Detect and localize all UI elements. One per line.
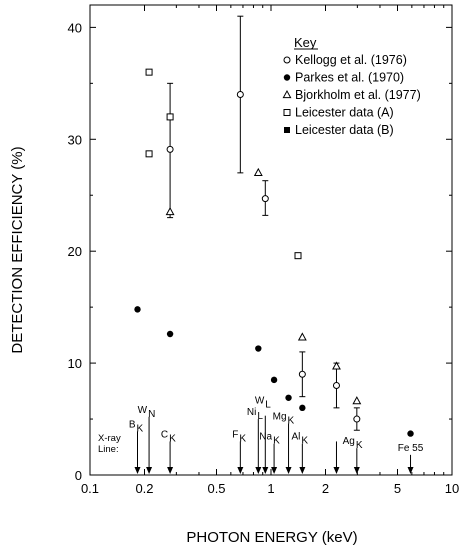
legend-marker	[283, 109, 291, 116]
data-marks	[134, 15, 414, 437]
y-tick-label: 10	[68, 356, 82, 371]
xray-arrowhead	[407, 467, 414, 474]
legend-marker	[283, 74, 291, 81]
xray-arrowhead	[299, 467, 306, 474]
legend-marker	[283, 56, 291, 64]
x-tick-label: 0.2	[135, 481, 153, 496]
xray-label-sub: K	[288, 416, 295, 427]
data-point	[236, 91, 244, 99]
axes: 0.1 0.2 0.5 1 2 5 10 0 10 20 30 40	[68, 4, 459, 496]
xray-arrowhead	[255, 467, 262, 474]
xray-arrowhead	[285, 467, 292, 474]
xray-arrowhead	[134, 467, 141, 474]
y-tick-label: 40	[68, 20, 82, 35]
data-point	[253, 167, 263, 176]
legend-title: Key	[294, 35, 317, 50]
x-tick-label: 2	[322, 481, 329, 496]
data-point	[353, 415, 361, 423]
xray-label: Mg	[273, 412, 287, 423]
xray-arrowhead	[262, 467, 269, 474]
xray-label-sub: K	[137, 423, 144, 434]
legend: Key Kellogg et al. (1976) Parkes et al. (1…	[282, 35, 421, 137]
data-point	[134, 306, 141, 313]
data-point	[145, 150, 153, 158]
legend-entry: Kellogg et al. (1976)	[295, 53, 407, 67]
data-point	[145, 68, 153, 76]
data-point	[332, 361, 341, 370]
y-tick-label: 30	[68, 132, 82, 147]
xray-label: W	[138, 405, 148, 416]
legend-entry: Leicester data (A)	[295, 106, 394, 120]
legend-entry: Bjorkholm et al. (1977)	[295, 88, 421, 102]
xray-label-sub: N	[148, 409, 155, 420]
xray-label-sub: K	[169, 433, 176, 444]
xray-label: Ni	[247, 407, 256, 418]
data-point	[166, 145, 174, 153]
legend-marker	[284, 127, 290, 133]
data-point	[166, 113, 174, 121]
data-point	[299, 404, 306, 412]
data-point	[407, 430, 414, 437]
x-tick-label: 10	[445, 481, 459, 496]
xray-label: W	[255, 396, 265, 407]
x-axis-label: PHOTON ENERGY (keV)	[186, 529, 357, 546]
xray-label: C	[161, 429, 168, 440]
xray-label-sub: L	[265, 400, 271, 411]
xray-arrowhead	[353, 467, 360, 474]
data-point	[332, 381, 340, 389]
xray-arrowhead	[271, 467, 278, 474]
legend-entry: Leicester data (B)	[295, 123, 394, 137]
y-tick-label: 0	[75, 468, 82, 483]
y-tick-label: 20	[68, 244, 82, 259]
legend-entry: Parkes et al. (1970)	[295, 71, 404, 85]
xray-label-sub: K	[301, 436, 308, 447]
data-point	[294, 252, 302, 260]
xray-title: X-ray	[98, 433, 121, 444]
xray-label: Na	[259, 432, 272, 443]
xray-label: Ag	[343, 436, 355, 447]
xray-label: F	[232, 429, 238, 440]
legend-marker	[282, 89, 292, 99]
xray-arrowhead	[167, 467, 174, 474]
xray-title: Line:	[98, 444, 119, 455]
xray-label-sub: K	[273, 436, 280, 447]
data-point	[297, 332, 307, 341]
xray-arrowhead	[237, 467, 244, 474]
xray-label-sub: K	[356, 440, 363, 451]
x-tick-label: 0.5	[207, 481, 225, 496]
x-tick-label: 5	[394, 481, 401, 496]
data-point	[166, 330, 174, 338]
xray-label: Al	[291, 432, 300, 443]
x-tick-label: 0.1	[81, 481, 99, 496]
data-point	[285, 394, 292, 401]
xray-label: B	[129, 419, 136, 430]
xray-label-sub: K	[239, 433, 246, 444]
data-point	[255, 345, 262, 352]
data-point	[261, 195, 269, 203]
data-point	[352, 396, 362, 405]
data-point	[165, 206, 175, 216]
xray-arrowhead	[333, 467, 340, 474]
xray-label-sub: L	[257, 411, 263, 422]
xray-label: Fe 55	[398, 443, 424, 454]
data-point	[270, 376, 278, 384]
data-point	[298, 370, 306, 378]
x-tick-label: 1	[267, 481, 274, 496]
xray-arrowhead	[146, 467, 153, 474]
y-axis-label: DETECTION EFFICIENCY (%)	[9, 146, 26, 353]
